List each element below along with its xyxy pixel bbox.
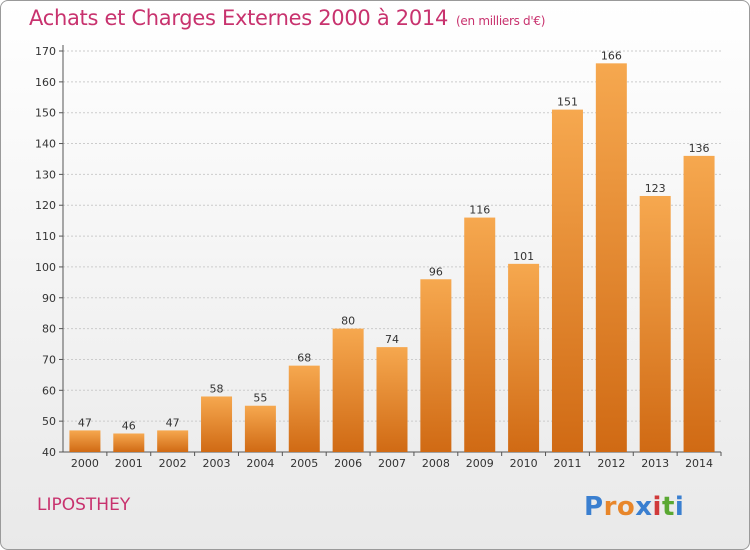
value-label-2004: 55 bbox=[253, 392, 267, 405]
x-tick-label-2005: 2005 bbox=[290, 457, 318, 470]
chart-unit: (en milliers d'€) bbox=[456, 14, 546, 28]
value-label-2008: 96 bbox=[429, 265, 443, 278]
y-tick-label: 160 bbox=[35, 76, 56, 89]
x-tick-label-2012: 2012 bbox=[597, 457, 625, 470]
value-labels: 47 46 47 58 55 68 80 74 96 116 101 151 166 123 136 bbox=[78, 49, 710, 432]
y-tick-label: 90 bbox=[42, 292, 56, 305]
x-tick-labels: 2000 2001 2002 2003 2004 2005 2006 2007 2008 2009… bbox=[71, 452, 722, 470]
bar-2009 bbox=[464, 217, 496, 452]
bar-2000 bbox=[69, 430, 101, 452]
x-tick-label-2004: 2004 bbox=[246, 457, 274, 470]
value-label-2006: 80 bbox=[341, 315, 355, 328]
bar-2002 bbox=[157, 430, 189, 452]
y-tick-label: 60 bbox=[42, 384, 56, 397]
x-tick-label-2003: 2003 bbox=[203, 457, 231, 470]
x-tick-label-2008: 2008 bbox=[422, 457, 450, 470]
x-tick-label-2001: 2001 bbox=[115, 457, 143, 470]
bar-2012 bbox=[595, 63, 627, 452]
x-tick-label-2009: 2009 bbox=[466, 457, 494, 470]
value-label-2009: 116 bbox=[469, 204, 490, 217]
y-tick-label: 140 bbox=[35, 138, 56, 151]
y-tick-label: 50 bbox=[42, 415, 56, 428]
proxiti-logo: Proxiti bbox=[584, 492, 684, 522]
value-label-2007: 74 bbox=[385, 333, 399, 346]
bar-2008 bbox=[420, 279, 452, 452]
value-label-2002: 47 bbox=[166, 416, 180, 429]
value-label-2012: 166 bbox=[601, 49, 622, 62]
bar-2006 bbox=[332, 328, 364, 452]
y-tick-label: 110 bbox=[35, 230, 56, 243]
y-tick-label: 80 bbox=[42, 323, 56, 336]
y-tick-label: 130 bbox=[35, 168, 56, 181]
bar-2004 bbox=[244, 405, 276, 452]
value-label-2000: 47 bbox=[78, 416, 92, 429]
bar-2007 bbox=[376, 347, 408, 452]
x-tick-label-2006: 2006 bbox=[334, 457, 362, 470]
y-tick-labels: 40 50 60 70 80 90 100 110 120 130 140 150 160 170 bbox=[35, 45, 56, 459]
x-tick-label-2014: 2014 bbox=[685, 457, 713, 470]
town-name: LIPOSTHEY bbox=[37, 495, 131, 515]
logo-letter: P bbox=[584, 492, 604, 522]
bar-2003 bbox=[201, 396, 233, 452]
value-label-2005: 68 bbox=[297, 352, 311, 365]
value-label-2014: 136 bbox=[689, 142, 710, 155]
logo-letter: o bbox=[616, 492, 636, 522]
x-tick-label-2011: 2011 bbox=[553, 457, 581, 470]
value-label-2003: 58 bbox=[210, 382, 224, 395]
logo-letter: i bbox=[674, 492, 685, 522]
bar-2011 bbox=[551, 109, 583, 452]
logo-letter: r bbox=[603, 492, 617, 522]
bar-2010 bbox=[508, 263, 540, 452]
value-label-2011: 151 bbox=[557, 96, 578, 109]
logo-letter: i bbox=[652, 492, 662, 522]
value-label-2013: 123 bbox=[645, 182, 666, 195]
value-label-2001: 46 bbox=[122, 419, 136, 432]
y-tick-label: 100 bbox=[35, 261, 56, 274]
bar-2001 bbox=[113, 433, 145, 452]
bar-2014 bbox=[683, 155, 715, 452]
bars bbox=[69, 63, 715, 452]
logo-letter: x bbox=[635, 492, 653, 522]
y-tick-label: 70 bbox=[42, 353, 56, 366]
x-tick-label-2007: 2007 bbox=[378, 457, 406, 470]
y-tick-label: 40 bbox=[42, 446, 56, 459]
x-tick-label-2000: 2000 bbox=[71, 457, 99, 470]
x-tick-label-2013: 2013 bbox=[641, 457, 669, 470]
x-tick-label-2010: 2010 bbox=[510, 457, 538, 470]
y-tick-label: 120 bbox=[35, 199, 56, 212]
value-label-2010: 101 bbox=[513, 250, 534, 263]
bar-2005 bbox=[288, 365, 320, 452]
chart-title: Achats et Charges Externes 2000 à 2014 (e… bbox=[29, 6, 545, 30]
y-tick-label: 170 bbox=[35, 45, 56, 58]
bar-2013 bbox=[639, 195, 671, 452]
y-tick-label: 150 bbox=[35, 107, 56, 120]
chart-title-text: Achats et Charges Externes 2000 à 2014 bbox=[29, 6, 449, 30]
x-tick-label-2002: 2002 bbox=[159, 457, 187, 470]
logo-letter: t bbox=[661, 492, 675, 522]
